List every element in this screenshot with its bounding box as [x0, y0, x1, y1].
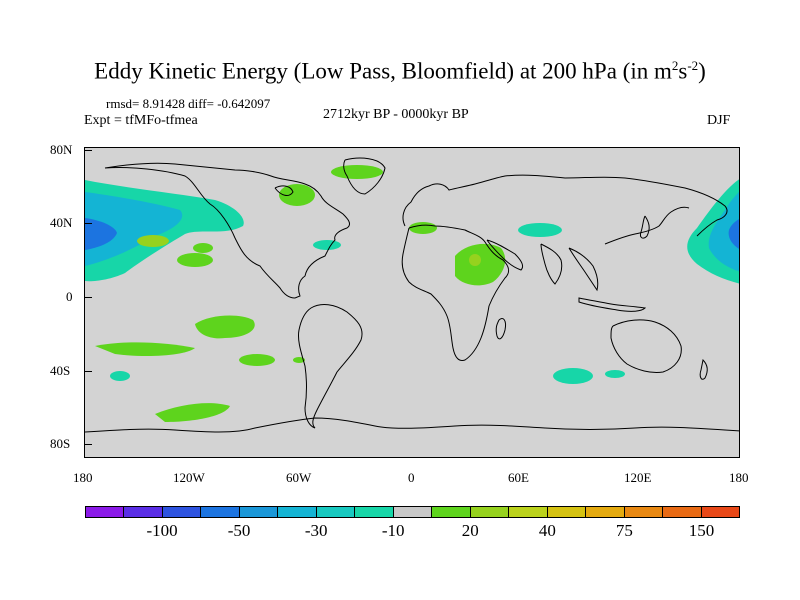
anomaly-npac-east-deep: [728, 219, 739, 249]
colorbar-swatch: [586, 507, 625, 517]
colorbar-label: 150: [688, 521, 715, 540]
colorbar-swatch: [470, 507, 510, 517]
figure-title: Eddy Kinetic Energy (Low Pass, Bloomfiel…: [94, 58, 706, 84]
anomaly-contours: [85, 165, 739, 422]
colorbar-swatch: [316, 507, 356, 517]
colorbar-swatch: [547, 507, 587, 517]
coastlines: [85, 157, 739, 433]
colorbar-swatch: [701, 507, 739, 517]
period-label: 2712kyr BP - 0000kyr BP: [323, 107, 469, 122]
anomaly-pacific-green-2: [177, 253, 213, 267]
y-label-40n: 40N: [50, 215, 73, 230]
x-label-60e: 60E: [508, 470, 529, 485]
y-label-40s: 40S: [50, 363, 71, 378]
anomaly-indian-cyan: [553, 368, 593, 384]
x-label-180w: 180: [73, 470, 93, 485]
anomaly-so-green: [155, 403, 230, 422]
map-svg: [85, 157, 739, 433]
coast-china: [604, 206, 690, 245]
colorbar: [85, 506, 740, 518]
anomaly-npac-east-mid: [708, 192, 739, 272]
anomaly-spac-cyan: [110, 371, 130, 381]
anomaly-atlantic-cyan: [313, 240, 341, 250]
colorbar-label: 75: [615, 521, 633, 540]
anomaly-npac-west-deep: [85, 218, 117, 250]
colorbar-swatch: [162, 507, 202, 517]
season-label: DJF: [707, 113, 731, 128]
x-label-60w: 60W: [286, 470, 312, 485]
map-panel: [84, 147, 740, 458]
anomaly-na-green: [279, 184, 315, 206]
colorbar-swatch: [355, 507, 394, 517]
y-label-80n: 80N: [50, 142, 73, 157]
colorbar-swatch: [663, 507, 702, 517]
colorbar-swatch: [432, 507, 471, 517]
coast-europe: [402, 174, 728, 237]
anomaly-spac-green-1: [195, 315, 255, 339]
coast-south-america: [298, 304, 363, 429]
x-label-120e: 120E: [624, 470, 652, 485]
anomaly-spac-green-3: [239, 354, 275, 366]
colorbar-swatch: [86, 507, 125, 517]
colorbar-swatch: [393, 507, 433, 517]
x-label-120w: 120W: [173, 470, 205, 485]
colorbar-label: -30: [304, 521, 328, 540]
coast-india: [540, 243, 563, 285]
coast-new-zealand: [699, 358, 708, 380]
colorbar-label: -100: [146, 521, 178, 540]
coast-madagascar: [495, 317, 506, 340]
anomaly-satl-green: [293, 357, 305, 363]
anomaly-pacific-green-1: [137, 235, 169, 247]
anomaly-arabia-cyan: [518, 223, 562, 237]
coast-japan: [640, 215, 650, 239]
y-label-80s: 80S: [50, 436, 71, 451]
anomaly-indian-cyan-2: [605, 370, 625, 378]
coast-indonesia: [578, 297, 647, 312]
anomaly-africa-green: [455, 243, 506, 286]
coast-africa: [401, 224, 510, 361]
colorbar-swatch: [124, 507, 163, 517]
colorbar-label: -10: [381, 521, 405, 540]
colorbar-swatch: [509, 507, 548, 517]
colorbar-label: -50: [227, 521, 251, 540]
coast-se-asia: [568, 247, 599, 292]
anomaly-greenland-green: [331, 165, 383, 179]
coast-north-america: [104, 162, 350, 299]
y-label-0: 0: [66, 289, 73, 304]
anomaly-npac-west-mid: [85, 192, 183, 266]
coast-hudson: [274, 185, 294, 196]
coast-australia: [610, 319, 682, 373]
colorbar-swatch: [201, 507, 240, 517]
anomaly-africa-yellowgreen: [469, 254, 481, 266]
colorbar-label: 20: [461, 521, 479, 540]
anomaly-spac-green-2: [95, 342, 195, 356]
experiment-label: Expt = tfMFo-tfmea: [84, 113, 198, 128]
coast-antarctica: [85, 417, 739, 433]
anomaly-med-green: [409, 222, 437, 234]
colorbar-swatch: [278, 507, 317, 517]
coast-arabia: [486, 239, 524, 271]
coast-greenland: [343, 157, 386, 195]
colorbar-label: 40: [538, 521, 556, 540]
colorbar-swatch: [624, 507, 664, 517]
x-label-0: 0: [408, 470, 415, 485]
x-label-180e: 180: [729, 470, 749, 485]
colorbar-swatch: [239, 507, 279, 517]
anomaly-pacific-green-3: [193, 243, 213, 253]
rmsd-label: rmsd= 8.91428 diff= -0.642097: [106, 96, 271, 111]
